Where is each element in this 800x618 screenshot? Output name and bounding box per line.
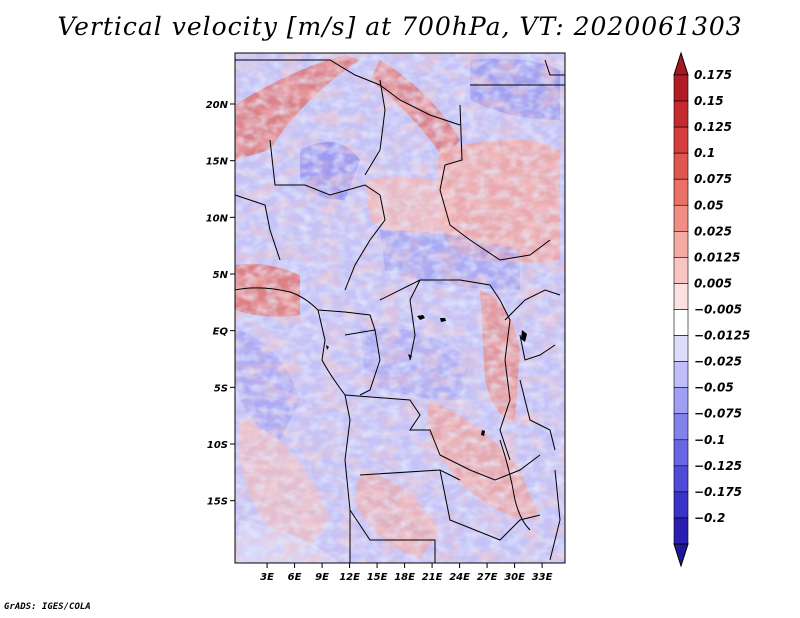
colorbar-level-label: 0.175 <box>694 68 732 82</box>
colorbar-level-label: −0.125 <box>694 459 742 473</box>
colorbar-top-cap <box>673 51 689 76</box>
colorbar-level-label: −0.05 <box>694 381 734 395</box>
colorbar-level-label: −0.025 <box>694 355 742 369</box>
lat-tick-label: 15N <box>206 157 229 168</box>
colorbar-level-label: −0.075 <box>694 407 742 421</box>
colorbar-swatch <box>673 465 689 493</box>
colorbar-swatch <box>673 283 689 310</box>
lon-tick-label: 18E <box>394 572 415 583</box>
lon-tick-label: 33E <box>532 572 553 583</box>
lon-tick-label: 30E <box>504 572 525 583</box>
colorbar-swatch <box>673 361 689 388</box>
colorbar-bottom-cap <box>673 543 689 568</box>
colorbar-swatch <box>673 204 689 232</box>
lon-tick-label: 24E <box>449 572 470 583</box>
longitude-axis: 3E 6E 9E 12E 15E 18E 21E 24E 27E 30E 33E <box>260 563 553 583</box>
map-border <box>234 52 566 564</box>
lon-tick-label: 12E <box>339 572 360 583</box>
lat-tick-label: 15S <box>207 497 228 508</box>
colorbar-swatch <box>673 387 689 415</box>
latitude-axis: 20N 15N 10N 5N EQ 5S 10S 15S <box>206 100 235 508</box>
lon-tick-label: 9E <box>315 572 329 583</box>
map-title: Vertical velocity [m/s] at 700hPa, VT: 2… <box>57 12 743 41</box>
colorbar-swatch <box>673 178 689 206</box>
lon-tick-label: 15E <box>367 572 388 583</box>
colorbar-swatch <box>673 257 689 284</box>
colorbar-level-label: 0.1 <box>694 146 715 160</box>
colorbar-swatch <box>673 335 689 362</box>
colorbar-swatch <box>673 152 689 180</box>
lat-tick-label: EQ <box>213 327 229 338</box>
colorbar-swatch <box>673 100 689 128</box>
lon-tick-label: 27E <box>477 572 498 583</box>
lat-tick-label: 20N <box>206 100 229 111</box>
colorbar-level-label: −0.175 <box>694 485 742 499</box>
lat-tick-label: 10S <box>207 440 228 451</box>
lat-tick-label: 10N <box>206 213 229 224</box>
colorbar-level-label: 0.15 <box>694 94 724 108</box>
colorbar-swatch <box>673 231 689 258</box>
grads-credit: GrADS: IGES/COLA <box>4 602 91 612</box>
colorbar-level-label: 0.025 <box>694 224 732 238</box>
lon-tick-label: 3E <box>260 572 274 583</box>
colorbar-swatch <box>673 309 689 336</box>
velocity-field-map <box>235 53 565 563</box>
lon-tick-label: 6E <box>288 572 302 583</box>
colorbar-level-label: 0.005 <box>694 276 732 290</box>
colorbar-level-label: 0.125 <box>694 120 732 134</box>
colorbar-swatch <box>673 439 689 467</box>
lat-tick-label: 5N <box>213 270 229 281</box>
colorbar-level-label: 0.05 <box>694 198 724 212</box>
colorbar-level-label: 0.075 <box>694 172 732 186</box>
colorbar-swatch <box>673 413 689 441</box>
colorbar-level-label: −0.0125 <box>694 329 750 343</box>
colorbar-swatch <box>673 491 689 519</box>
colorbar-level-label: 0.0125 <box>694 250 740 264</box>
colorbar-swatch <box>673 126 689 154</box>
lon-tick-label: 21E <box>422 572 443 583</box>
colorbar-swatch <box>673 74 689 102</box>
lat-tick-label: 5S <box>214 383 228 394</box>
colorbar-swatch <box>673 517 689 545</box>
colorbar-level-label: −0.005 <box>694 303 742 317</box>
colorbar-level-label: −0.2 <box>694 511 725 525</box>
colorbar-level-label: −0.1 <box>694 433 725 447</box>
colorbar-legend: 0.175 0.15 0.125 0.1 0.075 0.05 0.025 0.0125 0.0… <box>673 51 750 568</box>
